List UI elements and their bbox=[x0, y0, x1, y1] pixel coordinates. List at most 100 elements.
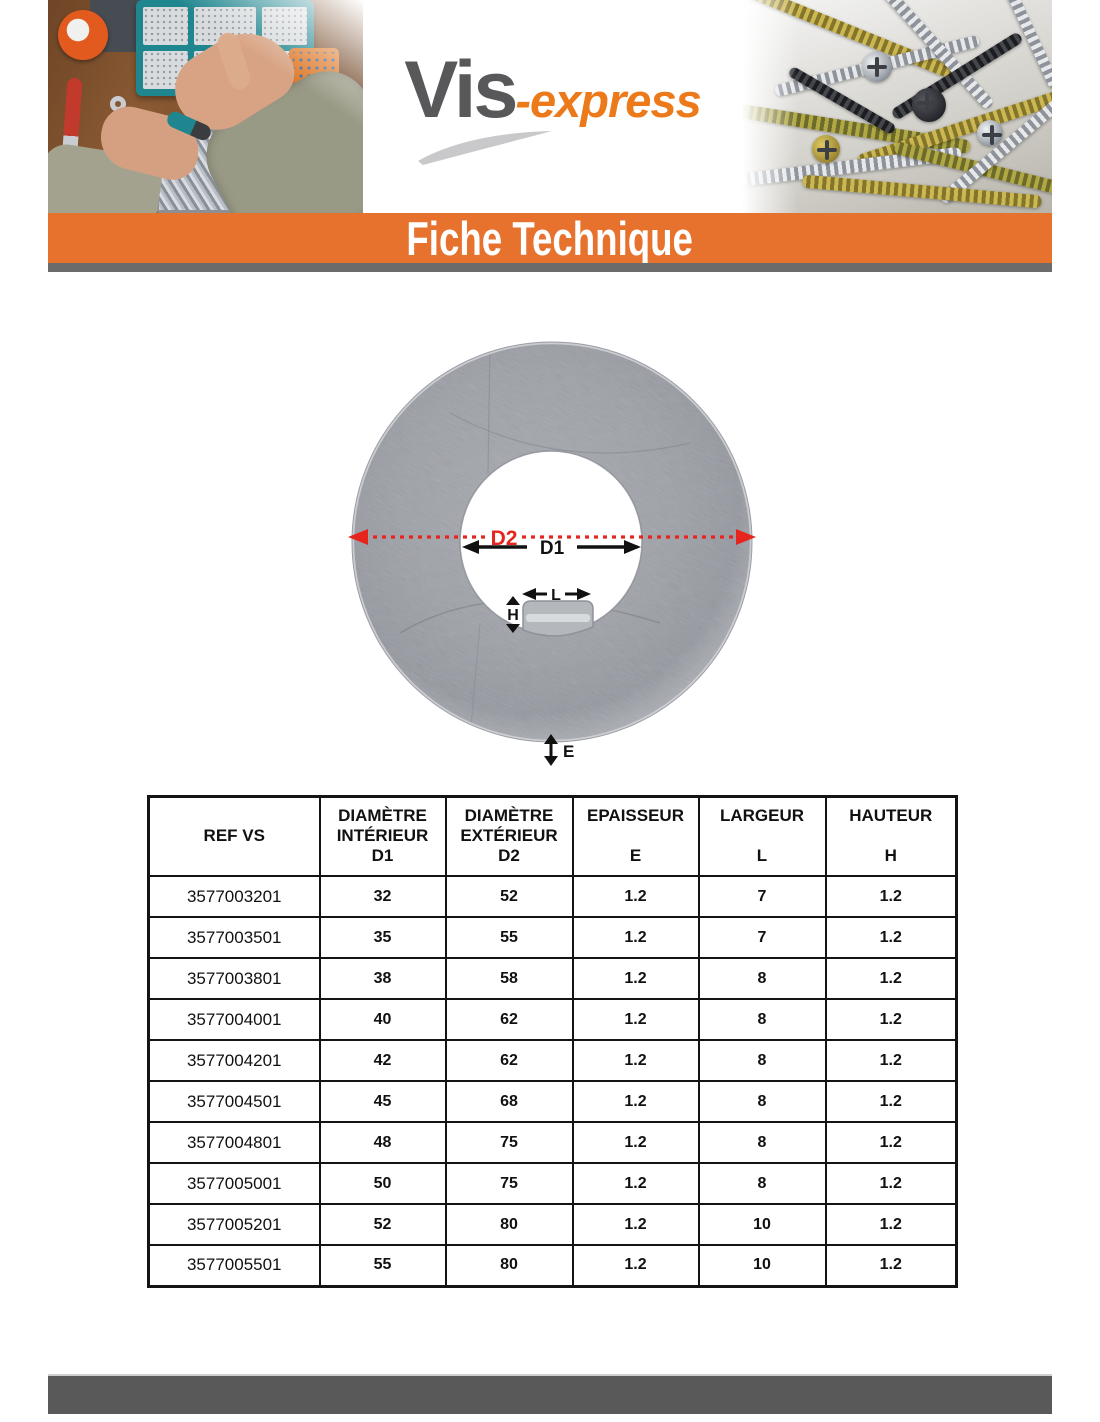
page-title: Fiche Technique bbox=[406, 211, 694, 265]
value-cell: 1.2 bbox=[824, 957, 958, 1001]
value-cell: 8 bbox=[697, 957, 827, 1001]
value-cell: 1.2 bbox=[571, 875, 700, 919]
ref-cell: 3577003201 bbox=[147, 875, 321, 919]
tab-highlight bbox=[526, 614, 590, 622]
ref-cell: 3577005201 bbox=[147, 1203, 321, 1247]
value-cell: 1.2 bbox=[824, 1080, 958, 1124]
value-cell: 8 bbox=[697, 1080, 827, 1124]
dimension-l: L bbox=[522, 587, 591, 604]
brand-wordmark: Vis-express bbox=[363, 50, 742, 131]
value-cell: 1.2 bbox=[571, 1244, 700, 1288]
value-cell: 62 bbox=[444, 1039, 574, 1083]
label-d2: D2 bbox=[491, 527, 518, 550]
value-cell: 1.2 bbox=[824, 998, 958, 1042]
value-cell: 35 bbox=[318, 916, 447, 960]
value-cell: 50 bbox=[318, 1162, 447, 1206]
value-cell: 40 bbox=[318, 998, 447, 1042]
header-label: LARGEUR bbox=[719, 806, 805, 825]
table-row: 3577004001 40 62 1.2 8 1.2 bbox=[147, 998, 958, 1042]
ref-cell: 3577003501 bbox=[147, 916, 321, 960]
washer-diagram: D2 D1 L H bbox=[330, 323, 775, 778]
arrowhead bbox=[577, 588, 591, 600]
column-header-ref: REF VS bbox=[147, 795, 321, 878]
value-cell: 75 bbox=[444, 1162, 574, 1206]
header-symbol: L bbox=[756, 846, 768, 866]
ref-cell: 3577004801 bbox=[147, 1121, 321, 1165]
value-cell: 48 bbox=[318, 1121, 447, 1165]
value-cell: 7 bbox=[697, 916, 827, 960]
value-cell: 1.2 bbox=[824, 1121, 958, 1165]
value-cell: 62 bbox=[444, 998, 574, 1042]
dimension-d1: D1 bbox=[462, 538, 641, 559]
logo-swoosh bbox=[418, 131, 552, 165]
banner-underline bbox=[48, 263, 1052, 272]
value-cell: 52 bbox=[318, 1203, 447, 1247]
spec-table: REF VS DIAMÈTRE INTÉRIEUR D1 DIAMÈTRE EXT… bbox=[147, 795, 958, 1288]
scratch-line bbox=[469, 622, 481, 739]
arrowhead bbox=[544, 756, 558, 766]
table-row: 3577004801 48 75 1.2 8 1.2 bbox=[147, 1121, 958, 1165]
arrowhead bbox=[462, 540, 479, 554]
header-label: HAUTEUR bbox=[849, 806, 933, 825]
table-row: 3577003201 32 52 1.2 7 1.2 bbox=[147, 875, 958, 919]
ref-cell: 3577004501 bbox=[147, 1080, 321, 1124]
ref-cell: 3577005001 bbox=[147, 1162, 321, 1206]
value-cell: 1.2 bbox=[571, 1080, 700, 1124]
table-row: 3577003501 35 55 1.2 7 1.2 bbox=[147, 916, 958, 960]
ref-cell: 3577004001 bbox=[147, 998, 321, 1042]
arrowhead bbox=[544, 734, 558, 744]
dimension-e: E bbox=[544, 734, 574, 766]
header-label: DIAMÈTRE EXTÉRIEUR bbox=[460, 806, 558, 846]
scratch-line bbox=[449, 412, 691, 454]
value-cell: 10 bbox=[697, 1203, 827, 1247]
value-cell: 1.2 bbox=[571, 998, 700, 1042]
value-cell: 7 bbox=[697, 875, 827, 919]
label-e: E bbox=[563, 742, 574, 761]
value-cell: 38 bbox=[318, 957, 447, 1001]
value-cell: 1.2 bbox=[824, 1162, 958, 1206]
value-cell: 1.2 bbox=[824, 875, 958, 919]
brand-name-primary: Vis bbox=[404, 45, 518, 135]
ref-cell: 3577005501 bbox=[147, 1244, 321, 1288]
value-cell: 8 bbox=[697, 1162, 827, 1206]
table-row: 3577004201 42 62 1.2 8 1.2 bbox=[147, 1039, 958, 1083]
value-cell: 1.2 bbox=[571, 957, 700, 1001]
value-cell: 32 bbox=[318, 875, 447, 919]
value-cell: 1.2 bbox=[824, 1039, 958, 1083]
ref-cell: 3577003801 bbox=[147, 957, 321, 1001]
dimension-h: H bbox=[506, 596, 520, 633]
label-h: H bbox=[507, 607, 519, 624]
value-cell: 8 bbox=[697, 1039, 827, 1083]
value-cell: 1.2 bbox=[571, 1121, 700, 1165]
value-cell: 55 bbox=[318, 1244, 447, 1288]
header-label: EPAISSEUR bbox=[587, 806, 684, 825]
table-row: 3577003801 38 58 1.2 8 1.2 bbox=[147, 957, 958, 1001]
page-title-banner: Fiche Technique bbox=[48, 213, 1052, 263]
value-cell: 80 bbox=[444, 1244, 574, 1288]
header-photo-workbench bbox=[48, 0, 363, 213]
dimension-d2: D2 bbox=[348, 527, 756, 550]
header-label: REF VS bbox=[203, 826, 265, 846]
value-cell: 52 bbox=[444, 875, 574, 919]
value-cell: 58 bbox=[444, 957, 574, 1001]
column-header-h: HAUTEUR H bbox=[824, 795, 958, 878]
arrowhead bbox=[624, 540, 641, 554]
arrowhead bbox=[522, 588, 536, 600]
value-cell: 1.2 bbox=[571, 916, 700, 960]
value-cell: 1.2 bbox=[824, 1203, 958, 1247]
table-row: 3577004501 45 68 1.2 8 1.2 bbox=[147, 1080, 958, 1124]
value-cell: 8 bbox=[697, 1121, 827, 1165]
header-photo-screws bbox=[742, 0, 1052, 213]
table-row: 3577005501 55 80 1.2 10 1.2 bbox=[147, 1244, 958, 1288]
value-cell: 75 bbox=[444, 1121, 574, 1165]
label-d1: D1 bbox=[540, 538, 565, 559]
brand-name-secondary: -express bbox=[515, 74, 701, 127]
washer-diagram-svg: D2 D1 L H bbox=[348, 341, 756, 766]
value-cell: 68 bbox=[444, 1080, 574, 1124]
label-l: L bbox=[551, 587, 561, 604]
photo-fade-overlay bbox=[742, 0, 1052, 213]
value-cell: 80 bbox=[444, 1203, 574, 1247]
column-header-d1: DIAMÈTRE INTÉRIEUR D1 bbox=[318, 795, 447, 878]
arrowhead bbox=[736, 529, 756, 545]
